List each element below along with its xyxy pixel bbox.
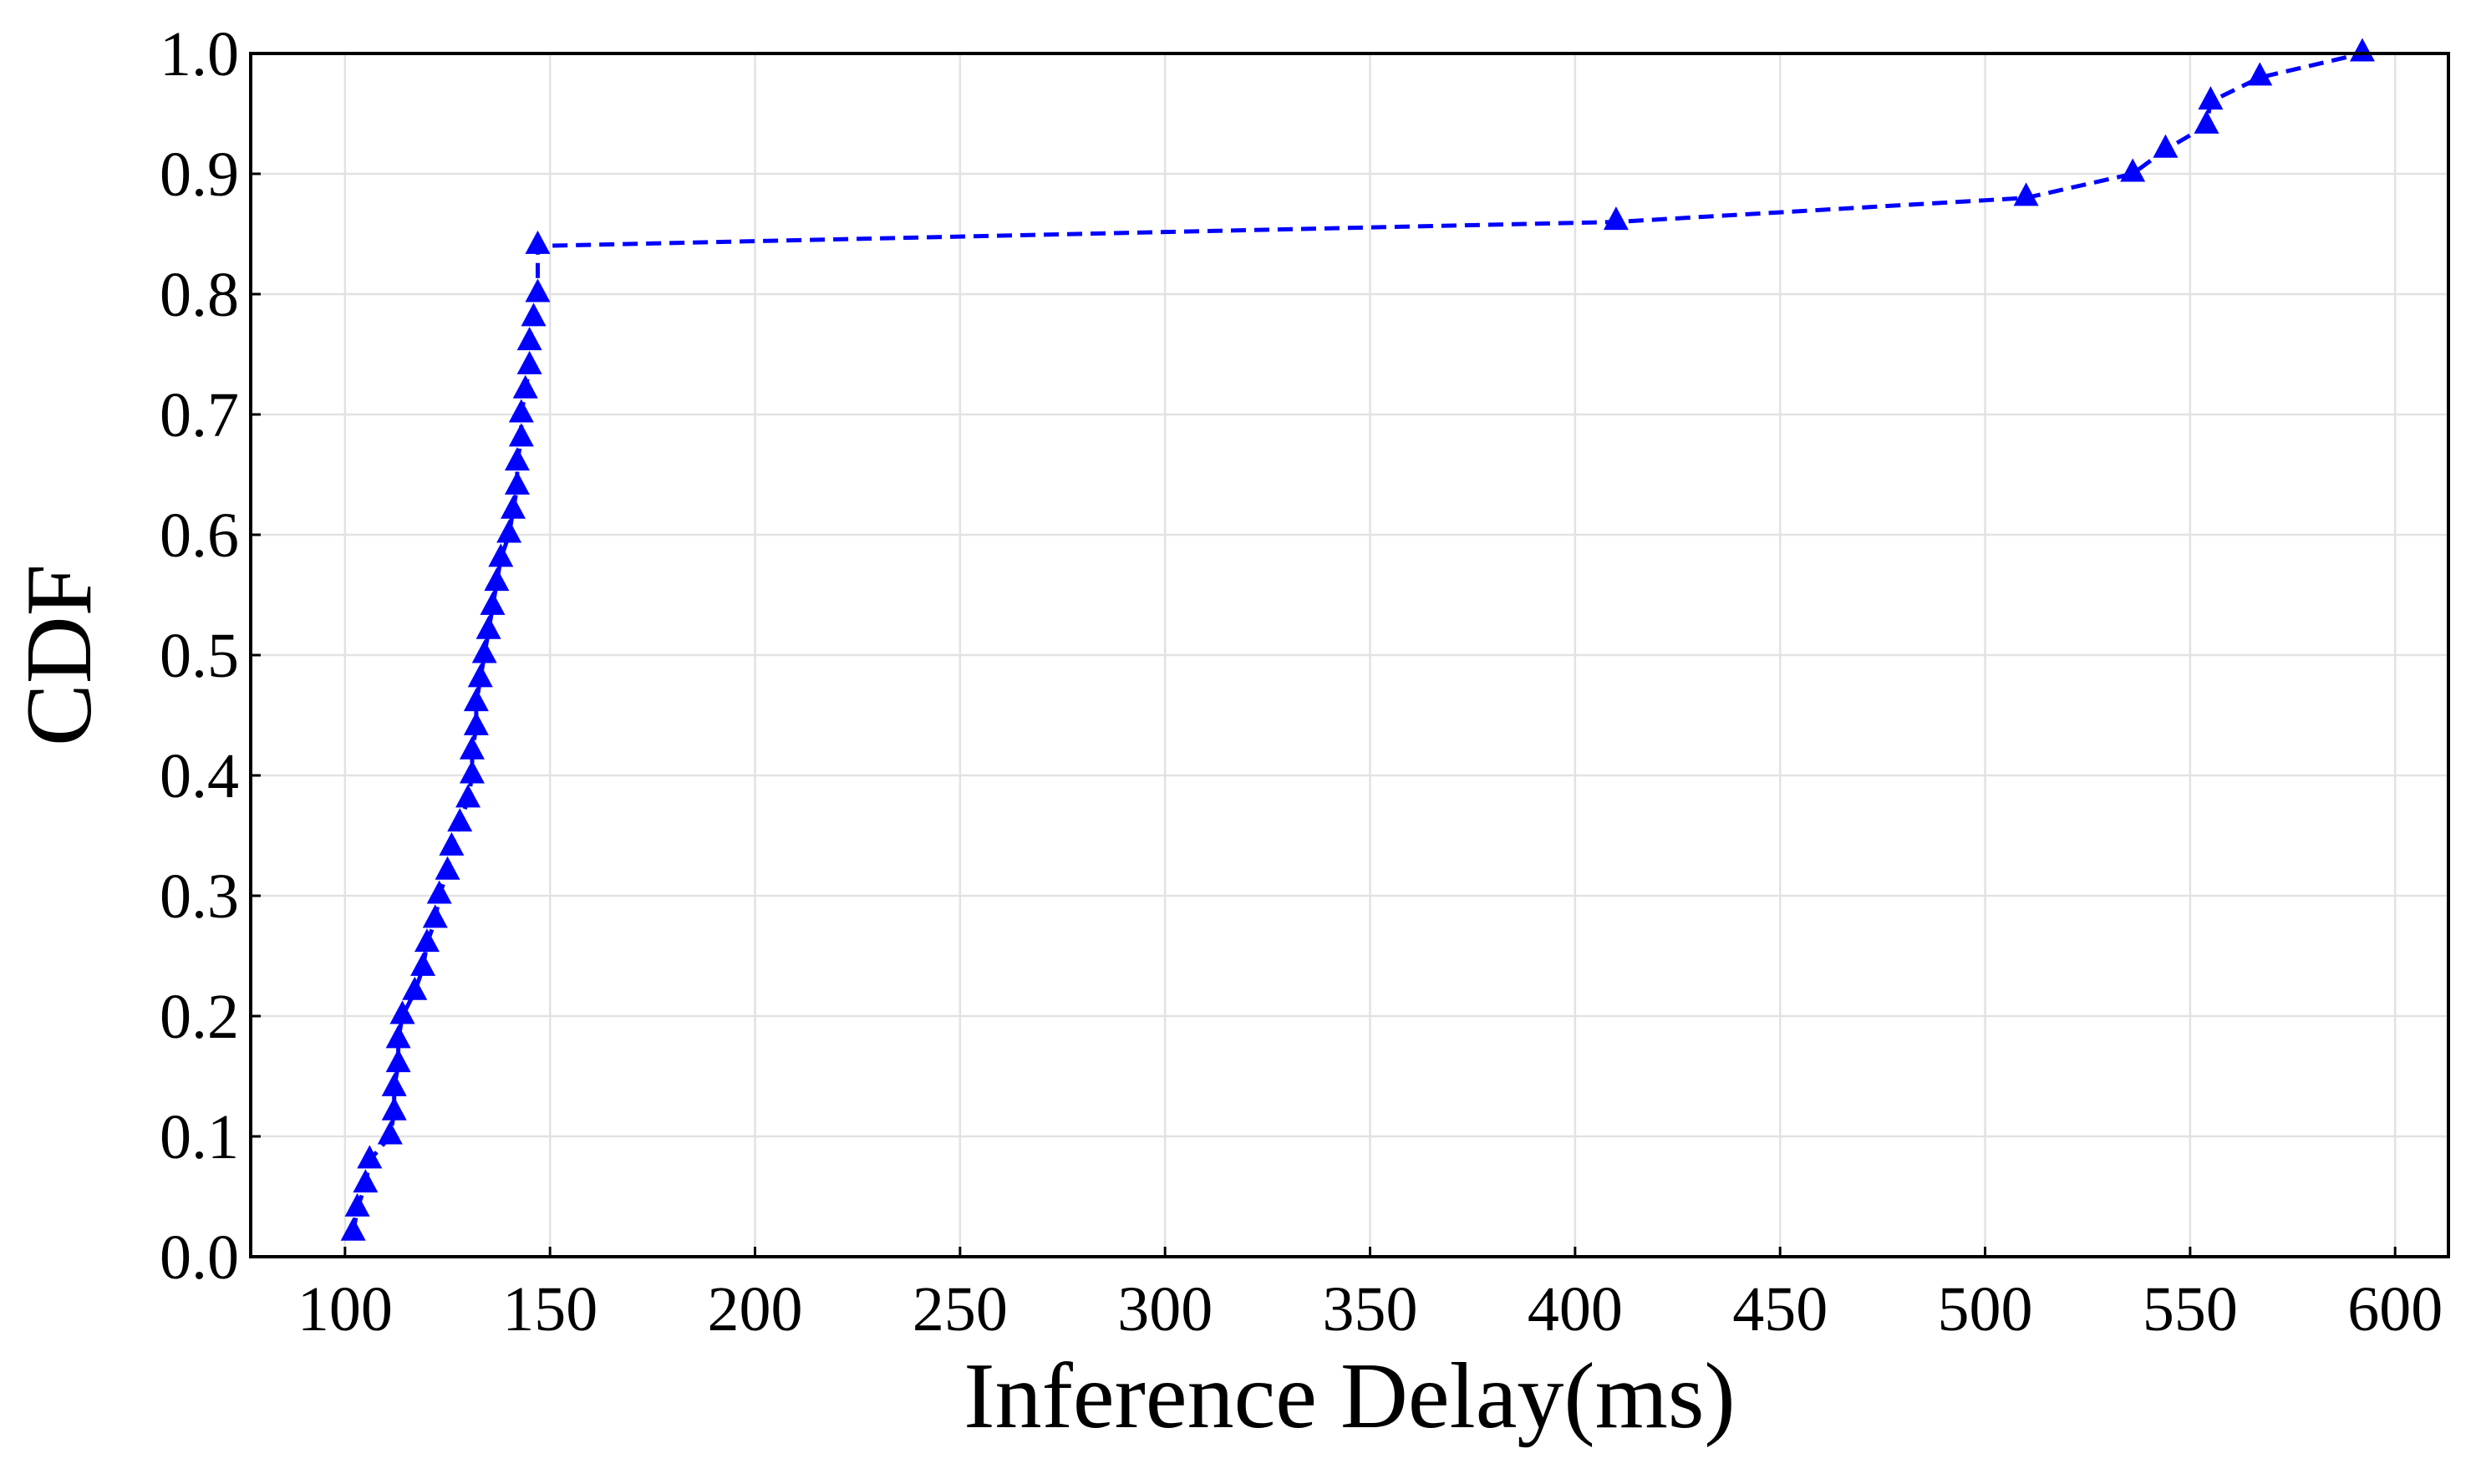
data-point — [508, 423, 534, 447]
data-point — [2194, 109, 2219, 134]
y-tick-label: 0.5 — [160, 621, 239, 691]
data-point — [504, 470, 530, 495]
data-point — [501, 495, 526, 519]
y-axis-title: CDF — [8, 564, 111, 746]
y-tick-label: 0.9 — [160, 140, 239, 210]
data-point — [422, 904, 448, 928]
grid-layer — [251, 52, 2448, 1258]
data-point — [435, 856, 460, 880]
data-point — [426, 880, 452, 904]
data-point — [463, 711, 489, 735]
data-point — [463, 688, 489, 712]
data-point — [512, 374, 538, 399]
data-point — [521, 302, 547, 327]
x-tick-label: 200 — [708, 1274, 803, 1344]
data-point — [381, 1096, 407, 1121]
data-point — [2120, 158, 2146, 182]
data-point — [414, 928, 440, 953]
data-point — [508, 399, 534, 423]
data-point — [488, 543, 514, 567]
data-point — [447, 808, 473, 832]
data-point — [516, 350, 542, 374]
data-point — [459, 760, 485, 784]
data-point — [525, 230, 551, 254]
data-point — [516, 327, 542, 351]
x-tick-label: 350 — [1323, 1274, 1418, 1344]
x-tick-label: 600 — [2347, 1274, 2443, 1344]
x-tick-label: 100 — [297, 1274, 393, 1344]
x-tick-label: 300 — [1117, 1274, 1213, 1344]
x-tick-label: 250 — [913, 1274, 1008, 1344]
data-point — [353, 1169, 379, 1193]
tick-layer: 100 150 200 250 300 350 400 450 500 550 600 0.0 0.1 0… — [160, 19, 2443, 1344]
data-point — [504, 447, 530, 471]
y-tick-label: 0.8 — [160, 260, 239, 330]
y-tick-label: 0.4 — [160, 741, 239, 811]
data-point — [2198, 86, 2224, 110]
y-tick-label: 0.3 — [160, 861, 239, 932]
data-point — [2349, 38, 2375, 62]
series-line — [351, 51, 2363, 1233]
data-point — [496, 519, 522, 543]
series-layer — [340, 38, 2375, 1241]
data-point — [402, 976, 428, 1000]
y-tick-label: 0.0 — [160, 1222, 239, 1293]
y-tick-label: 0.7 — [160, 380, 239, 450]
data-point — [484, 567, 510, 592]
data-point — [2247, 62, 2273, 86]
data-point — [2013, 182, 2039, 206]
data-point — [389, 1000, 415, 1024]
data-point — [439, 831, 465, 856]
x-tick-label: 400 — [1528, 1274, 1623, 1344]
x-axis-title: Inference Delay(ms) — [963, 1344, 1735, 1448]
data-point — [455, 784, 481, 808]
data-point — [381, 1072, 407, 1096]
y-tick-label: 1.0 — [160, 19, 239, 89]
x-tick-label: 550 — [2143, 1274, 2238, 1344]
data-point — [340, 1217, 366, 1241]
data-point — [344, 1192, 370, 1217]
y-tick-label: 0.1 — [160, 1102, 239, 1172]
x-tick-label: 450 — [1732, 1274, 1828, 1344]
data-point — [467, 663, 493, 688]
data-point — [410, 952, 436, 976]
data-point — [1603, 206, 1629, 231]
x-tick-label: 500 — [1938, 1274, 2033, 1344]
data-point — [459, 735, 485, 760]
y-tick-label: 0.2 — [160, 982, 239, 1052]
data-point — [377, 1121, 403, 1145]
data-point — [480, 591, 506, 615]
x-tick-label: 150 — [502, 1274, 597, 1344]
data-point — [471, 639, 497, 663]
data-point — [475, 615, 501, 639]
y-tick-label: 0.6 — [160, 501, 239, 571]
data-point — [385, 1024, 411, 1049]
data-point — [2153, 134, 2179, 158]
data-point — [525, 278, 551, 302]
data-point — [385, 1049, 411, 1073]
data-point — [357, 1145, 383, 1169]
